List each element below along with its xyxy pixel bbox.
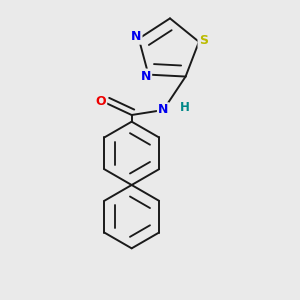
Text: O: O: [95, 95, 106, 109]
Text: N: N: [131, 31, 141, 44]
Text: N: N: [141, 70, 151, 83]
Text: H: H: [180, 101, 190, 114]
Text: S: S: [199, 34, 208, 47]
Text: N: N: [158, 103, 169, 116]
